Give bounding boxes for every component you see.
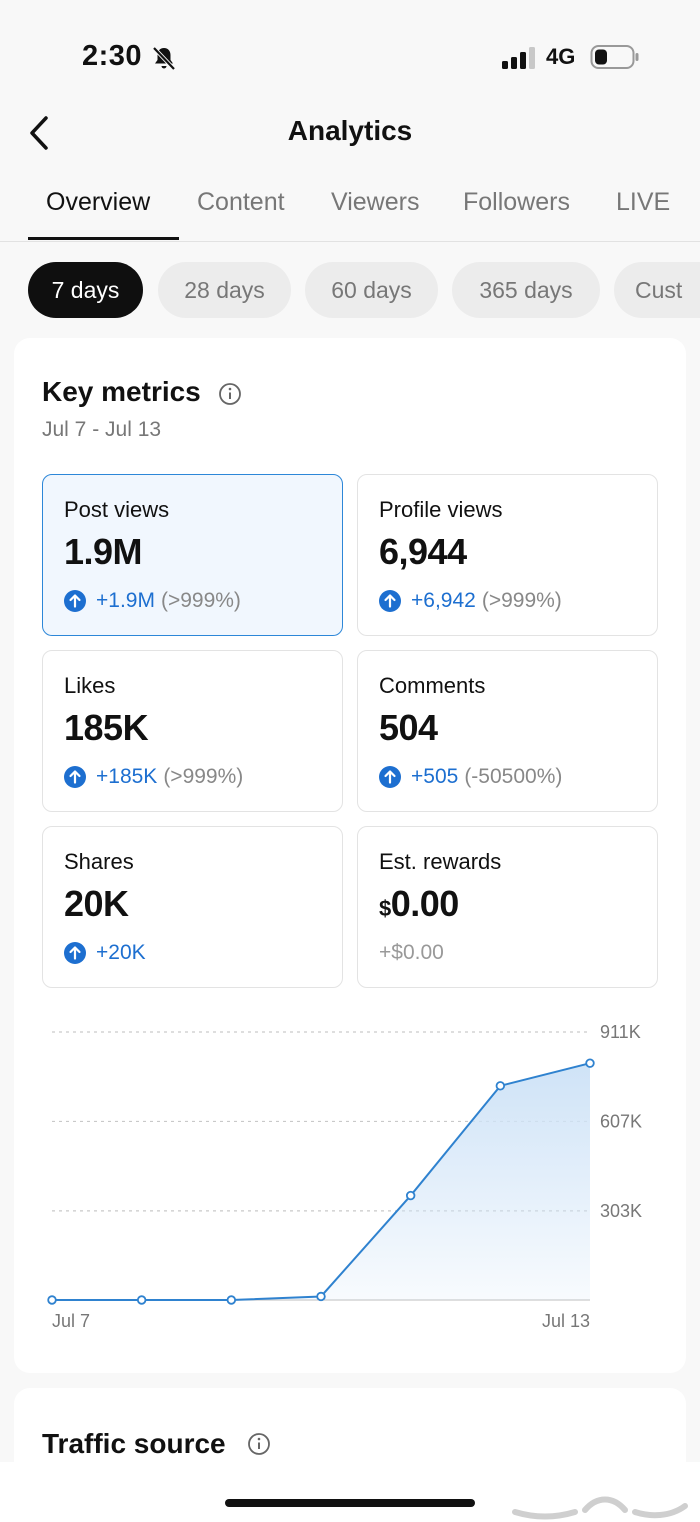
- metric-change: +1.9M (>999%): [64, 589, 241, 613]
- metric-post-views[interactable]: Post views 1.9M +1.9M (>999%): [42, 474, 343, 636]
- metric-est-rewards[interactable]: Est. rewards $0.00 +$0.00: [357, 826, 658, 988]
- network-type: 4G: [546, 44, 576, 69]
- status-bar: 2:30 4G: [0, 0, 700, 100]
- metric-change-value: +$0.00: [379, 941, 444, 964]
- y-tick-label: 911K: [600, 1022, 641, 1042]
- arrow-up-circle-icon: [64, 590, 86, 612]
- x-tick-label: Jul 13: [542, 1311, 590, 1331]
- key-metrics-title: Key metrics: [42, 376, 201, 407]
- key-metrics-card: Key metrics Jul 7 - Jul 13 Post views 1.…: [14, 338, 686, 1373]
- data-point: [316, 1291, 326, 1302]
- metric-change-percent: (-50500%): [464, 765, 563, 788]
- tab-live[interactable]: LIVE: [616, 188, 671, 216]
- battery-icon: [590, 45, 639, 69]
- metric-value: 6,944: [379, 531, 467, 572]
- metric-change-value: +1.9M: [96, 589, 155, 612]
- y-tick-label: 607K: [600, 1111, 642, 1131]
- data-point: [585, 1058, 595, 1068]
- page-title: Analytics: [287, 115, 413, 146]
- watermark-logo: [512, 1496, 688, 1520]
- tab-overview[interactable]: Overview: [46, 188, 151, 216]
- metric-profile-views[interactable]: Profile views 6,944 +6,942 (>999%): [357, 474, 658, 636]
- metric-label: Post views: [64, 497, 170, 522]
- tab-followers[interactable]: Followers: [463, 188, 570, 216]
- metric-value: 185K: [64, 707, 149, 748]
- metric-label: Est. rewards: [379, 849, 502, 874]
- y-tick-label: 303K: [600, 1201, 642, 1221]
- tab-content[interactable]: Content: [197, 188, 285, 216]
- period-custom[interactable]: Cust: [614, 262, 700, 318]
- arrow-up-circle-icon: [64, 766, 86, 788]
- metric-value: 20K: [64, 883, 129, 924]
- bell-muted-icon: [152, 46, 176, 71]
- period-28-days[interactable]: 28 days: [158, 262, 291, 318]
- metric-value: 504: [379, 707, 438, 748]
- metric-label: Profile views: [379, 497, 503, 522]
- metric-value-number: 0.00: [390, 883, 460, 924]
- metric-change-percent: (>999%): [163, 765, 244, 788]
- area-fill: [52, 1063, 590, 1300]
- period-7-days[interactable]: 7 days: [28, 262, 143, 318]
- active-tab-indicator: [28, 237, 179, 240]
- data-point: [136, 1295, 147, 1305]
- metric-change-percent: (>999%): [160, 589, 241, 612]
- arrow-up-circle-icon: [379, 590, 401, 612]
- metric-label: Comments: [379, 673, 486, 698]
- traffic-source-title: Traffic source: [42, 1428, 226, 1459]
- status-time: 2:30: [82, 40, 143, 72]
- metric-change: +20K: [64, 941, 146, 965]
- metric-change-value: +505: [411, 765, 459, 788]
- x-tick-label: Jul 7: [52, 1311, 90, 1331]
- metric-label: Likes: [64, 673, 116, 698]
- back-arrow-icon[interactable]: [24, 112, 56, 154]
- post-views-chart: 303K 607K 911K Jul 7 Jul 13: [47, 1022, 642, 1331]
- arrow-up-circle-icon: [64, 942, 86, 964]
- data-point: [47, 1295, 57, 1305]
- info-icon[interactable]: [247, 1432, 271, 1456]
- tab-bar: Overview Content Viewers Followers LIVE: [0, 188, 700, 242]
- metric-value: $0.00: [379, 883, 459, 925]
- metric-change-value: +185K: [96, 765, 158, 788]
- period-60-days[interactable]: 60 days: [305, 262, 438, 318]
- info-icon[interactable]: [218, 382, 242, 406]
- metric-change: +505 (-50500%): [379, 765, 562, 789]
- metric-change-percent: (>999%): [481, 589, 562, 612]
- metric-change: +6,942 (>999%): [379, 589, 562, 613]
- metric-shares[interactable]: Shares 20K +20K: [42, 826, 343, 988]
- metric-label: Shares: [64, 849, 134, 874]
- tab-viewers[interactable]: Viewers: [331, 188, 420, 216]
- data-point: [495, 1081, 506, 1091]
- metric-change: +185K (>999%): [64, 765, 243, 789]
- arrow-up-circle-icon: [379, 766, 401, 788]
- period-365-days[interactable]: 365 days: [452, 262, 600, 318]
- metric-change-value: +6,942: [411, 589, 476, 612]
- data-point: [226, 1295, 237, 1305]
- metric-likes[interactable]: Likes 185K +185K (>999%): [42, 650, 343, 812]
- data-point: [405, 1190, 416, 1201]
- metric-change: +$0.00: [379, 941, 444, 965]
- cellular-signal-icon: [502, 47, 535, 69]
- metric-comments[interactable]: Comments 504 +505 (-50500%): [357, 650, 658, 812]
- metric-change-value: +20K: [96, 941, 146, 964]
- currency-symbol: $: [379, 896, 391, 921]
- metric-value: 1.9M: [64, 531, 143, 572]
- date-range: Jul 7 - Jul 13: [42, 418, 162, 441]
- home-indicator[interactable]: [225, 1499, 475, 1507]
